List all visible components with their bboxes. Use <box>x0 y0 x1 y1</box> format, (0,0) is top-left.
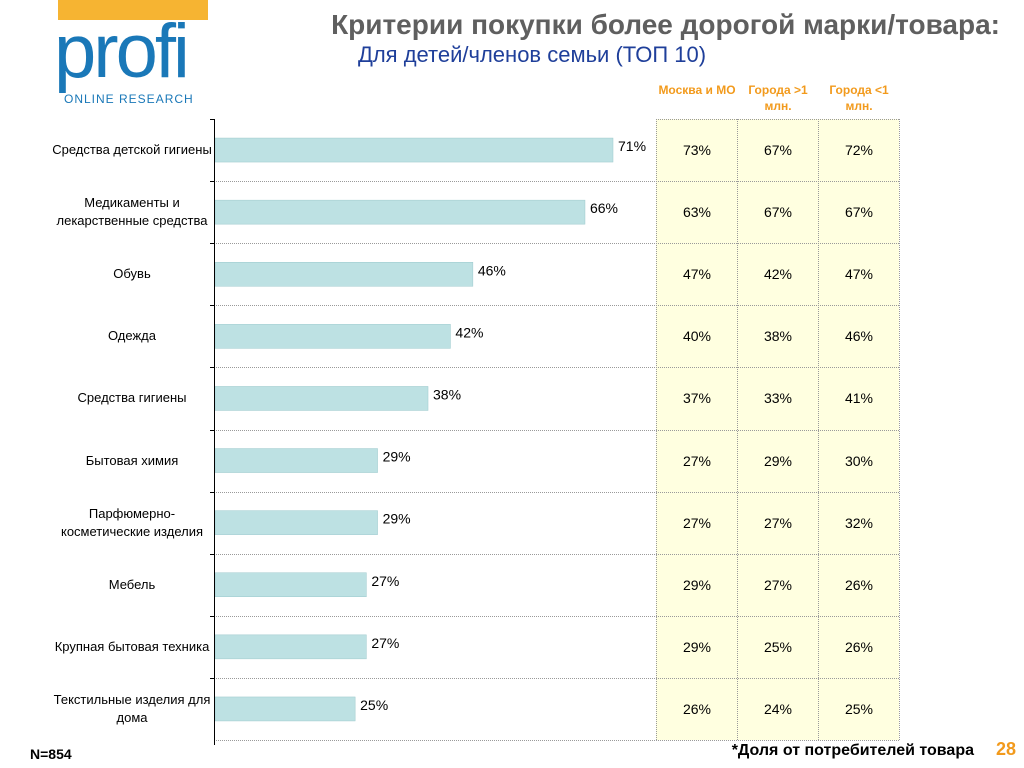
cell-big-cities: 24% <box>763 700 793 717</box>
bar <box>214 199 586 225</box>
sample-size: N=854 <box>30 746 72 762</box>
row-divider <box>216 367 899 368</box>
cell-small-cities: 30% <box>844 452 874 469</box>
cell-moscow: 27% <box>682 514 712 531</box>
bar-value-label: 71% <box>618 138 646 154</box>
bar <box>214 572 367 597</box>
table-header-big-cities: Города >1 млн. <box>748 83 808 113</box>
cell-big-cities: 27% <box>763 514 793 531</box>
bar <box>214 510 378 535</box>
category-label: Бытовая химия <box>85 452 179 468</box>
bar <box>214 634 367 660</box>
table-bottom-border <box>216 740 899 741</box>
category-label: Одежда <box>107 328 156 344</box>
cell-big-cities: 67% <box>763 142 793 159</box>
logo-accent-bar <box>58 0 208 20</box>
table-divider <box>899 119 900 740</box>
cell-small-cities: 46% <box>844 328 874 345</box>
cell-small-cities: 32% <box>844 514 874 531</box>
row-divider <box>216 305 899 306</box>
row-divider <box>216 554 899 555</box>
table-top-border <box>656 119 899 120</box>
cell-big-cities: 33% <box>763 390 793 407</box>
bar-value-label: 46% <box>478 262 506 278</box>
table-divider <box>737 119 738 740</box>
bar <box>214 696 356 722</box>
cell-small-cities: 41% <box>844 390 874 407</box>
category-label: Мебель <box>108 576 156 592</box>
bar-value-label: 66% <box>590 200 618 216</box>
cell-big-cities: 42% <box>763 266 793 283</box>
category-label: Парфюмерно-косметические изделия <box>60 505 204 539</box>
bar-value-label: 42% <box>455 324 483 340</box>
slide-subtitle: Для детей/членов семьи (ТОП 10) <box>357 42 707 67</box>
category-label: Обувь <box>113 266 151 282</box>
cell-moscow: 73% <box>682 142 712 159</box>
page-number: 28 <box>995 739 1016 759</box>
bar-value-label: 29% <box>383 511 411 527</box>
footnote: *Доля от потребителей товара <box>731 742 974 759</box>
cell-moscow: 37% <box>682 390 712 407</box>
category-label: Текстильные изделия для дома <box>53 691 211 725</box>
table-header-small-cities: Города <1 млн. <box>829 83 889 113</box>
cell-moscow: 29% <box>682 638 712 655</box>
row-divider <box>216 492 899 493</box>
category-axis <box>214 119 215 745</box>
slide-title: Критерии покупки более дорогой марки/тов… <box>331 9 1000 40</box>
breakdown-table-background <box>656 119 899 740</box>
category-label: Средства детской гигиены <box>52 142 212 158</box>
logo-wordmark: profi <box>54 9 190 94</box>
row-divider <box>216 243 899 244</box>
bar-value-label: 29% <box>383 449 411 465</box>
bar-value-label: 25% <box>360 697 388 713</box>
cell-moscow: 29% <box>682 576 712 593</box>
cell-big-cities: 67% <box>763 204 793 221</box>
cell-big-cities: 27% <box>763 576 793 593</box>
cell-moscow: 27% <box>682 452 712 469</box>
bar <box>214 386 429 411</box>
cell-small-cities: 26% <box>844 638 874 655</box>
bar-value-label: 27% <box>371 573 399 589</box>
bar <box>214 448 378 473</box>
table-divider <box>656 119 657 740</box>
row-divider <box>216 430 899 431</box>
category-label: Средства гигиены <box>77 390 187 406</box>
cell-moscow: 26% <box>682 700 712 717</box>
row-divider <box>216 678 899 679</box>
cell-small-cities: 67% <box>844 204 874 221</box>
bar <box>214 262 474 287</box>
category-label: Медикаменты и лекарственные средства <box>56 195 208 229</box>
cell-moscow: 47% <box>682 266 712 283</box>
cell-small-cities: 47% <box>844 266 874 283</box>
cell-small-cities: 26% <box>844 576 874 593</box>
logo-tagline: ONLINE RESEARCH <box>64 92 194 106</box>
table-divider <box>818 119 819 740</box>
cell-big-cities: 25% <box>763 638 793 655</box>
cell-small-cities: 25% <box>844 700 874 717</box>
cell-big-cities: 38% <box>763 328 793 345</box>
bar <box>214 324 451 349</box>
table-header-moscow: Москва и МО <box>658 83 736 97</box>
row-divider <box>216 181 899 182</box>
row-divider <box>216 616 899 617</box>
cell-moscow: 40% <box>682 328 712 345</box>
bar-value-label: 27% <box>371 635 399 651</box>
bar-value-label: 38% <box>433 386 461 402</box>
category-label: Крупная бытовая техника <box>54 638 210 654</box>
cell-moscow: 63% <box>682 204 712 221</box>
cell-small-cities: 72% <box>844 142 874 159</box>
bar <box>214 137 614 163</box>
cell-big-cities: 29% <box>763 452 793 469</box>
brand-logo: profi ONLINE RESEARCH <box>52 0 214 108</box>
